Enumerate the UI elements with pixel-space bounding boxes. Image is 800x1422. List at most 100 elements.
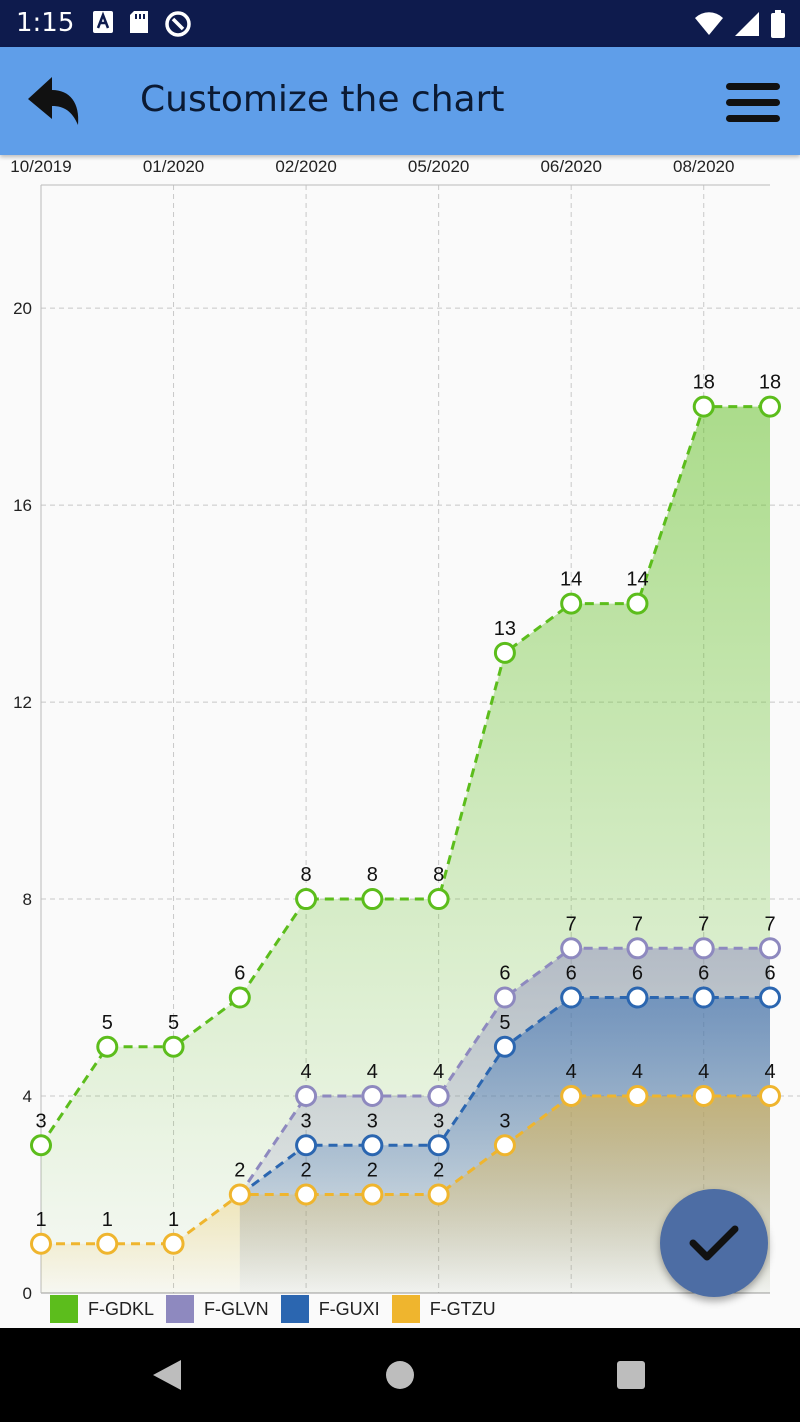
data-label: 2 — [367, 1160, 378, 1182]
signal-icon — [735, 12, 759, 36]
data-point — [692, 986, 715, 1009]
sd-card-icon — [130, 11, 148, 33]
reply-arrow-icon — [28, 77, 79, 125]
chart-area: 0 4 8 12 16 20 10/2019 01/2020 02/2020 05/2020 06/… — [0, 155, 800, 1328]
x-tick-label: 02/2020 — [275, 157, 336, 176]
data-label: 4 — [566, 1061, 577, 1083]
data-point — [96, 1232, 119, 1255]
data-label: 6 — [499, 963, 510, 985]
data-label: 4 — [301, 1061, 312, 1083]
hamburger-menu-icon — [726, 83, 780, 122]
data-point — [692, 937, 715, 960]
data-point — [162, 1232, 185, 1255]
data-label: 4 — [632, 1061, 643, 1083]
data-point — [493, 986, 516, 1009]
app-bar: Customize the chart — [0, 47, 800, 155]
data-label: 14 — [560, 569, 582, 591]
battery-icon — [771, 10, 785, 38]
nav-recents-icon[interactable] — [615, 1359, 647, 1391]
sync-icon — [165, 11, 191, 37]
data-label: 8 — [301, 864, 312, 886]
y-tick-label: 4 — [23, 1087, 32, 1106]
legend-swatch — [50, 1295, 78, 1323]
data-label: 6 — [234, 963, 245, 985]
data-label: 3 — [301, 1110, 312, 1132]
system-nav-bar — [0, 1328, 800, 1422]
data-label: 18 — [759, 372, 781, 394]
legend-item: F-GDKL — [50, 1295, 154, 1323]
data-point — [295, 1134, 318, 1157]
data-point — [30, 1134, 52, 1157]
data-point — [162, 1035, 185, 1058]
page-title: Customize the chart — [140, 79, 505, 120]
x-tick-label: 10/2019 — [10, 157, 71, 176]
data-label: 4 — [367, 1061, 378, 1083]
data-label: 6 — [698, 963, 709, 985]
legend-item: F-GTZU — [391, 1295, 496, 1323]
data-label: 4 — [698, 1061, 709, 1083]
data-label: 7 — [566, 913, 577, 935]
y-tick-label: 12 — [13, 693, 32, 712]
data-label: 3 — [367, 1110, 378, 1132]
data-label: 18 — [693, 372, 715, 394]
data-point — [361, 1134, 384, 1157]
data-label: 3 — [35, 1110, 46, 1132]
data-label: 14 — [626, 569, 648, 591]
y-tick-label: 8 — [23, 890, 32, 909]
data-label: 1 — [35, 1209, 46, 1231]
data-point — [295, 1183, 318, 1206]
data-label: 8 — [433, 864, 444, 886]
data-point — [30, 1232, 52, 1255]
data-point — [626, 1085, 649, 1108]
data-label: 7 — [698, 913, 709, 935]
data-point — [427, 1134, 450, 1157]
nav-back-icon[interactable] — [150, 1358, 184, 1392]
data-label: 5 — [499, 1012, 510, 1034]
data-point — [626, 592, 649, 615]
data-point — [361, 888, 384, 911]
legend-item: F-GLVN — [166, 1295, 269, 1323]
x-tick-label: 08/2020 — [673, 157, 734, 176]
nav-home-icon[interactable] — [384, 1359, 416, 1391]
x-tick-label: 05/2020 — [408, 157, 469, 176]
y-tick-label: 20 — [13, 299, 32, 318]
status-bar: 1:15 — [0, 0, 800, 47]
y-tick-label: 0 — [23, 1284, 32, 1303]
data-label: 6 — [632, 963, 643, 985]
legend-label: F-GDKL — [88, 1298, 155, 1319]
data-label: 5 — [168, 1012, 179, 1034]
wifi-icon — [695, 12, 723, 35]
data-label: 4 — [764, 1061, 775, 1083]
legend-label: F-GTZU — [429, 1298, 496, 1319]
data-label: 4 — [433, 1061, 444, 1083]
data-label: 13 — [494, 618, 516, 640]
data-point — [361, 1183, 384, 1206]
data-point — [759, 395, 781, 418]
data-point — [361, 1085, 384, 1108]
data-point — [560, 592, 583, 615]
legend-swatch — [166, 1295, 195, 1323]
data-point — [759, 986, 781, 1009]
data-point — [96, 1035, 119, 1058]
legend-item: F-GUXI — [280, 1295, 380, 1323]
menu-button[interactable] — [722, 79, 784, 127]
data-point — [493, 1134, 516, 1157]
confirm-button[interactable] — [660, 1189, 768, 1297]
data-point — [759, 937, 781, 960]
status-time: 1:15 — [16, 8, 75, 38]
data-label: 3 — [433, 1110, 444, 1132]
data-point — [493, 1035, 516, 1058]
data-point — [626, 986, 649, 1009]
data-point — [692, 395, 715, 418]
data-label: 1 — [168, 1209, 179, 1231]
back-button[interactable] — [24, 73, 88, 133]
checkmark-icon — [689, 1225, 739, 1261]
data-point — [493, 641, 516, 664]
data-label: 2 — [433, 1160, 444, 1182]
data-point — [427, 888, 450, 911]
data-point — [560, 1085, 583, 1108]
chart-legend: F-GDKL F-GLVN F-GUXI F-GTZU — [50, 1295, 508, 1323]
data-label: 6 — [566, 963, 577, 985]
x-tick-label: 06/2020 — [540, 157, 601, 176]
